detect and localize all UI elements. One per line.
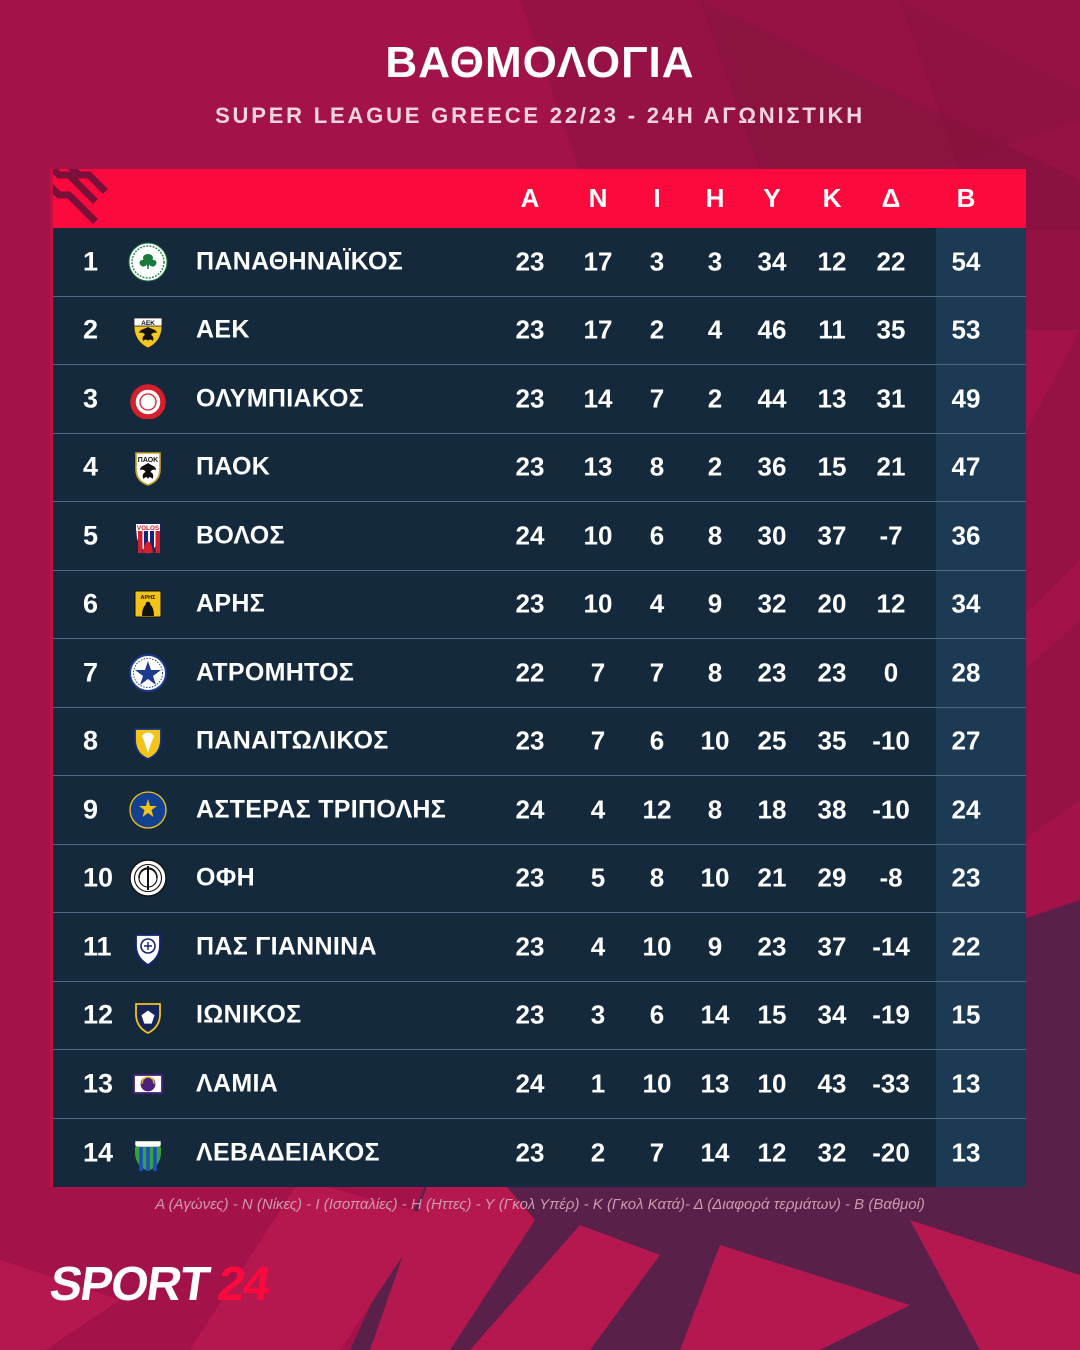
svg-text:ΑΡΗΣ: ΑΡΗΣ — [141, 595, 157, 601]
svg-text:AEK: AEK — [141, 320, 155, 327]
svg-text:24: 24 — [215, 1258, 275, 1311]
svg-text:SPORT: SPORT — [50, 1258, 213, 1311]
svg-text:ΠΑΟΚ: ΠΑΟΚ — [138, 457, 158, 464]
svg-text:VOLOS: VOLOS — [137, 525, 160, 532]
